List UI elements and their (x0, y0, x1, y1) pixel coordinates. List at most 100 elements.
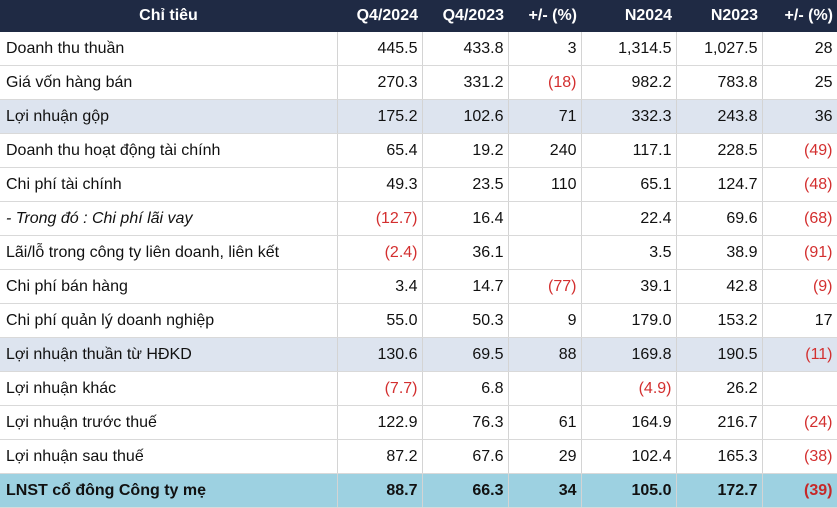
cell-n2024: 164.9 (581, 405, 677, 440)
cell-q4-change: 61 (508, 405, 582, 440)
column-header-indicator: Chỉ tiêu (0, 0, 337, 32)
cell-n-change: 17 (762, 303, 837, 338)
table-row: Chi phí bán hàng 3.4 14.7 (77) 39.1 42.8… (0, 269, 837, 304)
cell-n2023: 165.3 (676, 439, 763, 474)
cell-n2023: 228.5 (676, 133, 763, 168)
table-row: Chi phí tài chính 49.3 23.5 110 65.1 124… (0, 167, 837, 202)
cell-n2024: 1,314.5 (581, 32, 677, 66)
cell-n-change: (38) (762, 439, 837, 474)
cell-q4-2023: 23.5 (422, 167, 509, 202)
cell-n2023: 153.2 (676, 303, 763, 338)
row-label: Doanh thu thuần (0, 32, 338, 66)
cell-n-change: (24) (762, 405, 837, 440)
cell-n-change: (68) (762, 201, 837, 236)
table-row: Lãi/lỗ trong công ty liên doanh, liên kế… (0, 235, 837, 270)
column-header-n2023: N2023 (676, 0, 762, 32)
cell-n2023: 42.8 (676, 269, 763, 304)
cell-q4-2023: 16.4 (422, 201, 509, 236)
cell-n2024: 117.1 (581, 133, 677, 168)
column-header-n2024: N2024 (581, 0, 676, 32)
cell-q4-2023: 66.3 (422, 473, 509, 508)
cell-q4-2023: 69.5 (422, 337, 509, 372)
row-label: Chi phí quản lý doanh nghiệp (0, 303, 338, 338)
table-row: Lợi nhuận trước thuế 122.9 76.3 61 164.9… (0, 405, 837, 440)
cell-n-change: 36 (762, 99, 837, 134)
cell-n2023: 38.9 (676, 235, 763, 270)
row-label: LNST cổ đông Công ty mẹ (0, 473, 338, 508)
cell-n2023: 190.5 (676, 337, 763, 372)
cell-q4-2024: (7.7) (337, 371, 423, 406)
cell-q4-change: 34 (508, 473, 582, 508)
row-label: Doanh thu hoạt động tài chính (0, 133, 338, 168)
cell-n-change: 25 (762, 65, 837, 100)
cell-q4-2023: 331.2 (422, 65, 509, 100)
cell-n-change: (9) (762, 269, 837, 304)
cell-q4-2024: (2.4) (337, 235, 423, 270)
cell-n-change: (49) (762, 133, 837, 168)
cell-q4-change: 71 (508, 99, 582, 134)
cell-q4-2023: 50.3 (422, 303, 509, 338)
column-header-n-change: +/- (%) (762, 0, 837, 32)
row-label: Giá vốn hàng bán (0, 65, 338, 100)
row-label: Chi phí bán hàng (0, 269, 338, 304)
cell-q4-2024: 49.3 (337, 167, 423, 202)
cell-n2023: 783.8 (676, 65, 763, 100)
cell-q4-2023: 76.3 (422, 405, 509, 440)
cell-n2024: 65.1 (581, 167, 677, 202)
cell-q4-2023: 36.1 (422, 235, 509, 270)
row-label: - Trong đó : Chi phí lãi vay (0, 201, 338, 236)
cell-n-change: (11) (762, 337, 837, 372)
cell-n-change: (39) (762, 473, 837, 508)
row-label: Lợi nhuận trước thuế (0, 405, 338, 440)
cell-q4-2024: 88.7 (337, 473, 423, 508)
cell-q4-change (508, 201, 582, 236)
cell-q4-2023: 14.7 (422, 269, 509, 304)
cell-q4-change: 110 (508, 167, 582, 202)
cell-q4-2023: 433.8 (422, 32, 509, 66)
cell-q4-2024: 130.6 (337, 337, 423, 372)
cell-q4-change: (77) (508, 269, 582, 304)
cell-q4-2024: 55.0 (337, 303, 423, 338)
cell-q4-2023: 19.2 (422, 133, 509, 168)
cell-q4-change (508, 371, 582, 406)
cell-q4-2024: 270.3 (337, 65, 423, 100)
cell-n2024: 22.4 (581, 201, 677, 236)
table-row: Lợi nhuận khác (7.7) 6.8 (4.9) 26.2 (0, 371, 837, 406)
cell-n-change (762, 371, 837, 406)
cell-n2024: 982.2 (581, 65, 677, 100)
cell-q4-2023: 67.6 (422, 439, 509, 474)
row-label: Lợi nhuận thuần từ HĐKD (0, 337, 338, 372)
cell-n2023: 69.6 (676, 201, 763, 236)
cell-n2023: 26.2 (676, 371, 763, 406)
cell-q4-2024: 65.4 (337, 133, 423, 168)
cell-q4-change: 240 (508, 133, 582, 168)
table-row: - Trong đó : Chi phí lãi vay (12.7) 16.4… (0, 201, 837, 236)
cell-q4-2024: 445.5 (337, 32, 423, 66)
cell-n2023: 243.8 (676, 99, 763, 134)
cell-q4-change: 29 (508, 439, 582, 474)
cell-q4-change: (18) (508, 65, 582, 100)
table-row: Doanh thu hoạt động tài chính 65.4 19.2 … (0, 133, 837, 168)
table-header-row: Chỉ tiêu Q4/2024 Q4/2023 +/- (%) N2024 N… (0, 0, 837, 32)
table-row: Chi phí quản lý doanh nghiệp 55.0 50.3 9… (0, 303, 837, 338)
cell-q4-2024: 3.4 (337, 269, 423, 304)
cell-n2024: 169.8 (581, 337, 677, 372)
row-label: Lợi nhuận khác (0, 371, 338, 406)
table-row-total: LNST cổ đông Công ty mẹ 88.7 66.3 34 105… (0, 473, 837, 508)
cell-n2024: 102.4 (581, 439, 677, 474)
cell-n2024: (4.9) (581, 371, 677, 406)
column-header-q4-2023: Q4/2023 (422, 0, 508, 32)
table-row: Lợi nhuận thuần từ HĐKD 130.6 69.5 88 16… (0, 337, 837, 372)
table-row: Doanh thu thuần 445.5 433.8 3 1,314.5 1,… (0, 32, 837, 66)
cell-q4-2024: 175.2 (337, 99, 423, 134)
cell-n2023: 216.7 (676, 405, 763, 440)
cell-n2024: 3.5 (581, 235, 677, 270)
cell-q4-2023: 6.8 (422, 371, 509, 406)
cell-n-change: 28 (762, 32, 837, 66)
row-label: Lợi nhuận gộp (0, 99, 338, 134)
cell-q4-change: 88 (508, 337, 582, 372)
cell-q4-change (508, 235, 582, 270)
table-row: Giá vốn hàng bán 270.3 331.2 (18) 982.2 … (0, 65, 837, 100)
cell-n2024: 179.0 (581, 303, 677, 338)
